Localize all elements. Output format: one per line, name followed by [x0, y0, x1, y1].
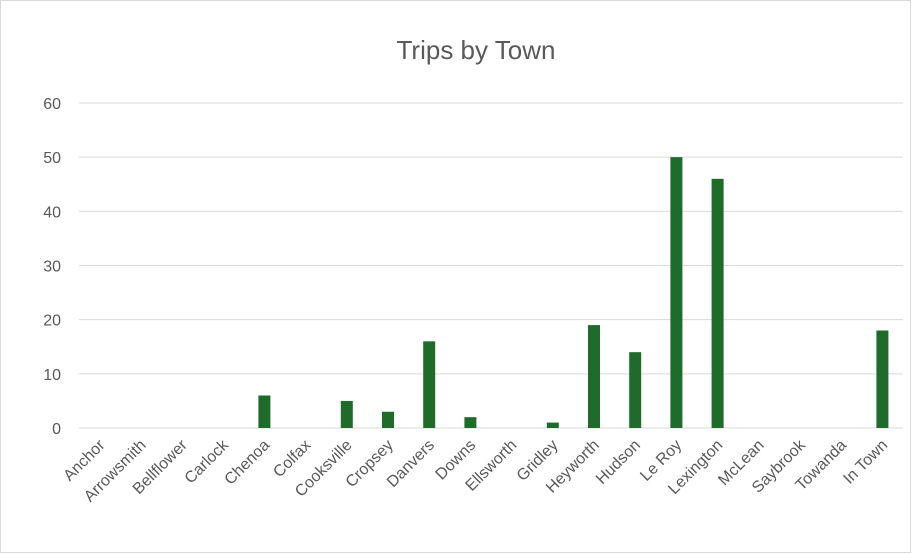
y-tick-label: 30 [43, 259, 61, 276]
y-tick-label: 10 [43, 367, 61, 384]
y-tick-label: 20 [43, 313, 61, 330]
bar-gridley [546, 422, 559, 428]
x-axis-ticks: AnchorArrowsmithBellflowerCarlockChenoaC… [61, 436, 892, 505]
bar-hudson [629, 352, 642, 428]
y-tick-label: 0 [52, 421, 61, 438]
y-tick-label: 60 [43, 96, 61, 113]
y-tick-label: 50 [43, 150, 61, 167]
bar-in-town [876, 330, 889, 428]
x-tick-label: Hudson [593, 437, 644, 488]
chart-title: Trips by Town [397, 35, 556, 65]
bar-cropsey [382, 411, 394, 428]
gridlines [79, 102, 903, 429]
bar-heyworth [588, 325, 600, 428]
y-tick-label: 40 [43, 204, 61, 221]
bar-downs [464, 417, 477, 428]
bar-lexington [711, 178, 724, 428]
bar-cooksville [340, 400, 353, 428]
bars [258, 157, 889, 428]
bar-le-roy [670, 157, 683, 428]
x-tick-label: In Town [840, 437, 891, 488]
y-axis-ticks: 0 10 20 30 40 50 60 [43, 96, 61, 438]
bar-danvers [423, 341, 436, 428]
x-tick-label: Chenoa [222, 437, 274, 489]
bar-chenoa [258, 395, 271, 428]
